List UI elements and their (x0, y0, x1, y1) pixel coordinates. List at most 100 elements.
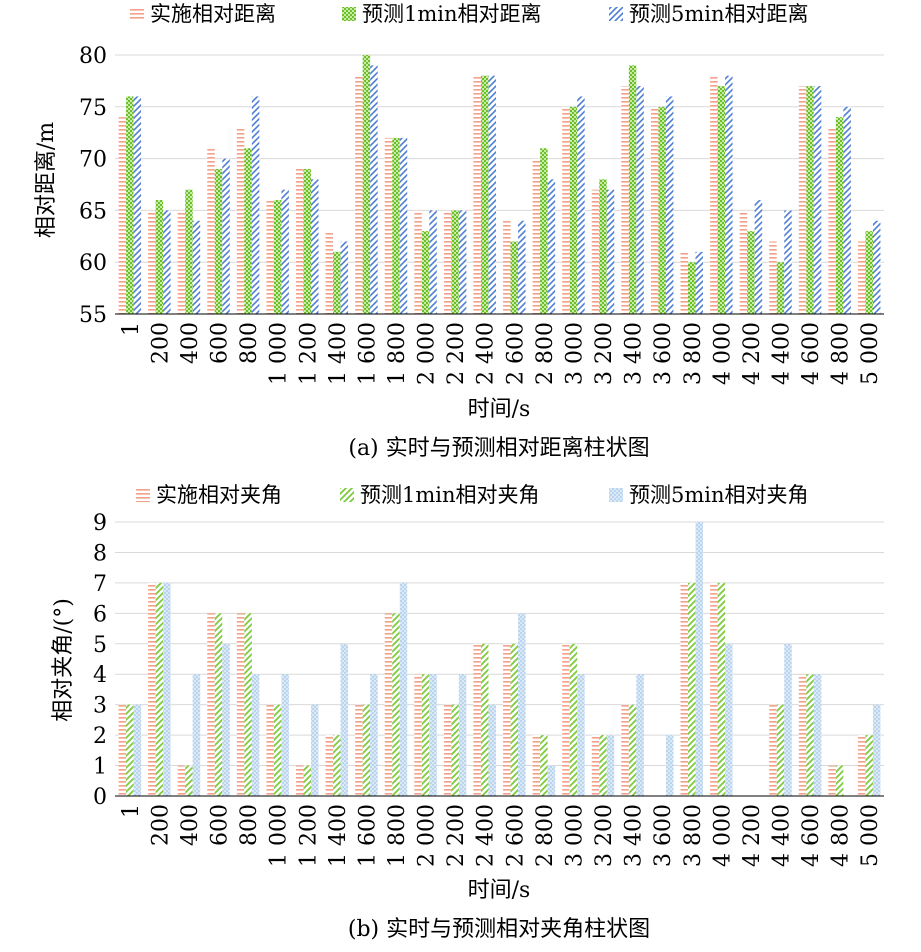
bar-series-3 (429, 674, 437, 796)
bar-series-1 (148, 582, 156, 796)
bar-series-1 (118, 117, 127, 314)
bar-series-1 (443, 704, 452, 796)
bar-series-3 (458, 674, 467, 796)
x-tick-label: 3 000 (562, 322, 587, 385)
bar-series-3 (843, 106, 851, 314)
bar-series-2 (303, 168, 311, 314)
bar-series-3 (340, 643, 349, 796)
bar-series-3 (311, 704, 319, 796)
y-tick-label: 80 (79, 44, 107, 69)
bar-series-2 (628, 65, 637, 314)
bar-series-1 (384, 137, 393, 314)
bar-series-2 (273, 704, 282, 796)
x-tick-label: 1 400 (326, 804, 351, 867)
bar-series-2 (569, 643, 578, 796)
bar-series-1 (828, 127, 836, 315)
bar-series-3 (222, 643, 230, 796)
bar-series-1 (443, 210, 452, 314)
bar-series-1 (473, 643, 481, 796)
x-tick-label: 2 400 (474, 804, 499, 867)
bar-series-2 (362, 55, 371, 314)
bar-series-2 (480, 75, 489, 314)
bar-series-1 (414, 210, 422, 314)
y-tick-label: 70 (79, 148, 107, 173)
bar-series-3 (872, 704, 881, 796)
bar-series-3 (370, 65, 378, 314)
y-tick-label: 4 (93, 663, 107, 688)
y-tick-label: 60 (79, 251, 107, 276)
legend-label: 预测1min相对夹角 (360, 483, 540, 507)
x-axis-title: 时间/s (468, 878, 531, 903)
bar-series-2 (776, 262, 785, 314)
bar-series-3 (636, 674, 644, 796)
legend-label: 预测1min相对距离 (362, 2, 542, 26)
bar-series-3 (784, 210, 792, 314)
bar-series-2 (303, 765, 311, 796)
bar-series-2 (185, 189, 193, 314)
x-tick-label: 1 (119, 804, 144, 818)
bar-series-3 (577, 674, 585, 796)
bar-series-1 (355, 75, 363, 314)
bar-series-2 (599, 179, 607, 314)
x-tick-label: 2 400 (474, 322, 499, 385)
bar-series-3 (311, 179, 319, 314)
x-axis-title: 时间/s (468, 397, 531, 422)
bar-series-3 (251, 96, 260, 314)
x-tick-label: 1 200 (296, 322, 321, 385)
x-tick-label: 600 (208, 322, 233, 364)
x-tick-label: 3 400 (622, 804, 647, 867)
x-tick-label: 4 400 (769, 322, 794, 385)
bar-series-3 (606, 189, 615, 314)
x-tick-label: 4 200 (740, 804, 765, 867)
bar-series-2 (480, 643, 489, 796)
bar-series-1 (207, 148, 215, 314)
bar-series-3 (695, 522, 703, 796)
bar-series-3 (813, 674, 822, 796)
bar-series-3 (606, 735, 615, 796)
bar-series-1 (857, 735, 866, 796)
legend-label: 预测5min相对夹角 (629, 483, 809, 507)
bar-series-1 (680, 251, 688, 314)
y-tick-label: 5 (93, 633, 107, 658)
bar-series-3 (695, 251, 703, 314)
bar-series-2 (185, 765, 193, 796)
x-tick-label: 4 600 (799, 322, 824, 385)
bar-series-1 (266, 200, 274, 314)
bar-series-3 (784, 643, 792, 796)
chart-caption: (b) 实时与预测相对夹角柱状图 (348, 917, 650, 942)
bar-series-3 (547, 179, 556, 314)
bar-series-1 (266, 704, 274, 796)
x-tick-label: 1 200 (296, 804, 321, 867)
bar-series-2 (776, 704, 785, 796)
bar-series-2 (540, 735, 548, 796)
bar-series-1 (414, 674, 422, 796)
bar-series-2 (835, 117, 844, 314)
bar-series-3 (163, 582, 171, 796)
bar-series-2 (806, 86, 814, 314)
bar-series-1 (710, 582, 718, 796)
bar-series-1 (384, 613, 393, 796)
bar-series-1 (473, 75, 481, 314)
bar-series-1 (236, 613, 245, 796)
bar-series-1 (769, 241, 777, 314)
x-tick-label: 1 000 (267, 322, 292, 385)
x-tick-label: 2 600 (503, 804, 528, 867)
bar-series-1 (739, 210, 748, 314)
bar-series-1 (650, 106, 659, 314)
bar-series-2 (126, 704, 134, 796)
x-tick-label: 400 (178, 322, 203, 364)
legend-swatch (609, 488, 623, 502)
x-tick-label: 4 200 (740, 322, 765, 385)
x-tick-label: 4 400 (769, 804, 794, 867)
x-tick-label: 1 600 (355, 322, 380, 385)
bar-series-3 (192, 674, 201, 796)
x-tick-label: 2 800 (533, 804, 558, 867)
legend-swatch (609, 7, 623, 21)
x-tick-label: 3 600 (651, 322, 676, 385)
bar-series-1 (591, 735, 600, 796)
x-tick-label: 4 600 (799, 804, 824, 867)
bar-series-1 (680, 582, 688, 796)
bar-series-1 (148, 210, 156, 314)
x-tick-label: 1 400 (326, 322, 351, 385)
x-tick-label: 3 200 (592, 322, 617, 385)
